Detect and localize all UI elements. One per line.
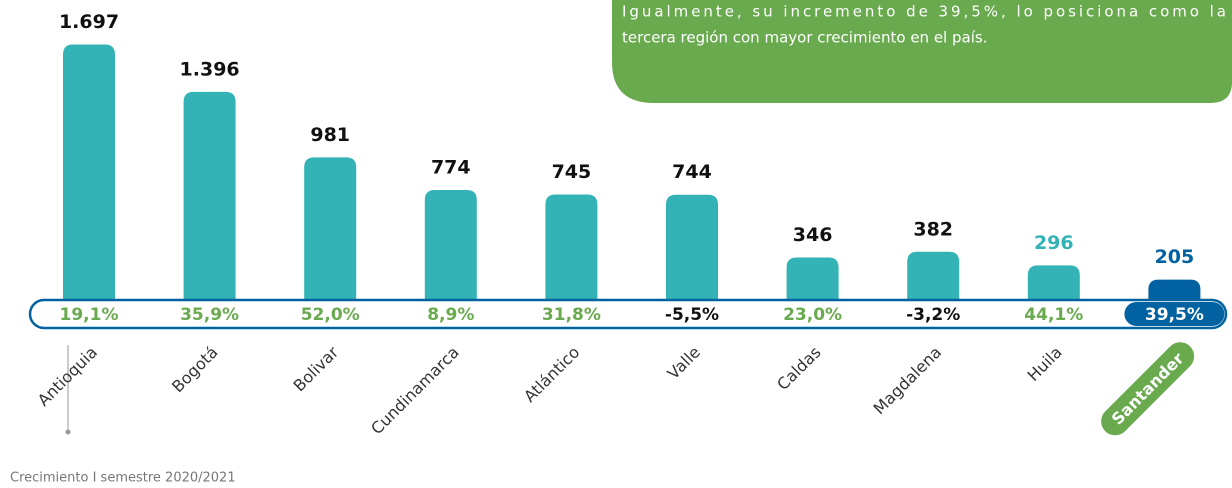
- bar: [63, 44, 115, 313]
- x-tick-label: Atlántico: [520, 343, 583, 406]
- bar: [304, 157, 357, 312]
- bar: [545, 194, 598, 312]
- x-tick-label: Bogotá: [168, 343, 222, 397]
- bar: [666, 194, 718, 312]
- growth-label: 31,8%: [542, 305, 601, 325]
- value-label: 745: [552, 161, 592, 183]
- x-tick-label: Santander: [1108, 349, 1188, 429]
- value-label: 346: [793, 224, 833, 246]
- bar: [183, 91, 236, 312]
- annotation-box: [612, 0, 1232, 103]
- growth-band: [28, 298, 1228, 330]
- value-label: 296: [1034, 232, 1074, 254]
- annotation: tercera región con mayor crecimiento en …: [622, 29, 987, 47]
- annotation: Igualmente, su incremento de 39,5%, lo p…: [622, 3, 1226, 21]
- bar: [424, 189, 477, 312]
- value-label: 744: [672, 161, 712, 183]
- value-label: 981: [310, 124, 350, 146]
- x-tick-label: Bolivar: [290, 342, 343, 395]
- x-tick-label: Cundinamarca: [367, 343, 463, 439]
- growth-label: 8,9%: [427, 305, 474, 325]
- value-label: 205: [1155, 246, 1195, 268]
- growth-label: 39,5%: [1145, 305, 1204, 325]
- x-tick-label: Caldas: [773, 343, 824, 394]
- growth-label: 23,0%: [783, 305, 842, 325]
- value-label: 1.396: [180, 58, 240, 80]
- value-label: 774: [431, 156, 471, 178]
- value-label: 1.697: [59, 11, 119, 33]
- growth-label: 52,0%: [301, 305, 360, 325]
- x-tick-label: Magdalena: [870, 343, 946, 419]
- growth-label: -3,2%: [906, 305, 960, 325]
- bar: [786, 257, 839, 312]
- growth-highlight: [1124, 302, 1225, 326]
- growth-label: 44,1%: [1024, 305, 1083, 325]
- growth-label: 19,1%: [60, 305, 119, 325]
- highlight-category: Santander: [1101, 342, 1195, 436]
- x-tick-label: Antioquia: [34, 343, 101, 410]
- x-tick-label: Huila: [1023, 343, 1065, 385]
- pointer-dot: [65, 429, 71, 435]
- x-tick-label: Valle: [664, 343, 704, 383]
- category-pill: [1101, 342, 1195, 436]
- value-label: 382: [913, 218, 953, 240]
- growth-label: -5,5%: [665, 305, 719, 325]
- footnote: Crecimiento I semestre 2020/2021: [10, 471, 236, 486]
- growth-label: 35,9%: [180, 305, 239, 325]
- bar: [907, 251, 960, 312]
